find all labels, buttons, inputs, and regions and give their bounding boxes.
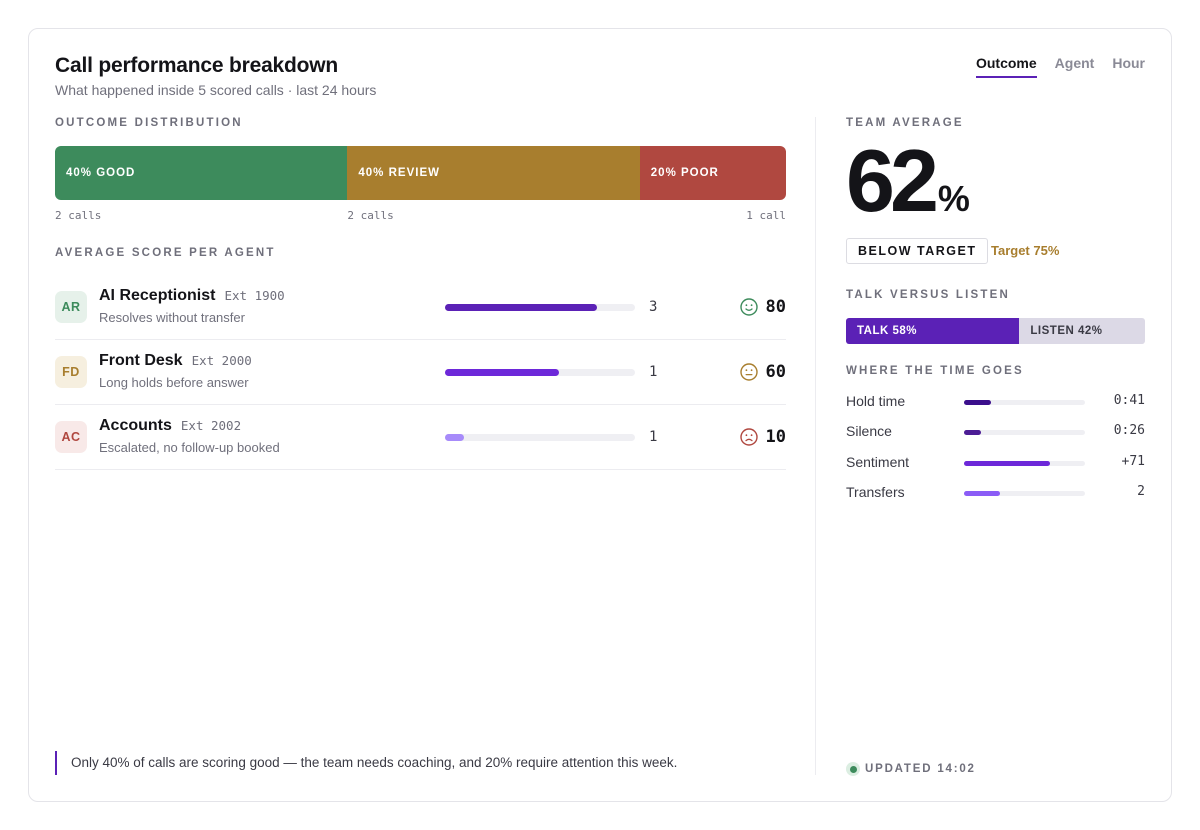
page-subtitle: What happened inside 5 scored calls · la… bbox=[55, 82, 377, 98]
outcome-distribution-bar: 40% GOOD 40% REVIEW 20% POOR bbox=[55, 146, 786, 200]
agent-score: 10 bbox=[765, 427, 786, 447]
agent-row[interactable]: AC Accounts Ext 2002 Escalated, no follow… bbox=[55, 405, 786, 470]
time-row: Sentiment +71 bbox=[846, 454, 1145, 474]
right-panel: TEAM AVERAGE 62% BELOW TARGET Target 75%… bbox=[846, 117, 1146, 500]
time-row-label: Transfers bbox=[846, 484, 905, 500]
neutral-face-icon bbox=[740, 363, 758, 381]
view-tabs: Outcome Agent Hour bbox=[975, 55, 1145, 78]
agent-description: Escalated, no follow-up booked bbox=[99, 440, 280, 455]
score-bar bbox=[445, 369, 635, 376]
time-bar bbox=[964, 430, 1085, 435]
agent-ext: Ext 2000 bbox=[191, 353, 252, 368]
sad-face-icon bbox=[740, 428, 758, 446]
time-row-value: 0:41 bbox=[1113, 393, 1145, 408]
outcome-distribution-label: OUTCOME DISTRIBUTION bbox=[55, 117, 243, 129]
status-dot-icon bbox=[846, 762, 860, 776]
time-row: Transfers 2 bbox=[846, 484, 1145, 504]
score-bar bbox=[445, 304, 635, 311]
agent-score-label: AVERAGE SCORE PER AGENT bbox=[55, 247, 276, 259]
time-breakdown-label: WHERE THE TIME GOES bbox=[846, 365, 1024, 377]
updated-status: UPDATED 14:02 bbox=[846, 762, 976, 776]
count-review: 2 calls bbox=[347, 209, 394, 222]
happy-face-icon bbox=[740, 298, 758, 316]
left-panel: OUTCOME DISTRIBUTION 40% GOOD 40% REVIEW… bbox=[55, 117, 786, 470]
agent-name-text: AI Receptionist bbox=[99, 287, 216, 304]
avatar: FD bbox=[55, 356, 87, 388]
time-bar bbox=[964, 461, 1085, 466]
time-row-value: 2 bbox=[1137, 484, 1145, 499]
page-title: Call performance breakdown bbox=[55, 54, 339, 77]
agent-row[interactable]: AR AI Receptionist Ext 1900 Resolves with… bbox=[55, 275, 786, 340]
status-badge: BELOW TARGET bbox=[846, 238, 989, 264]
time-bar-fill bbox=[964, 400, 991, 405]
team-average-label: TEAM AVERAGE bbox=[846, 117, 964, 129]
time-bar-fill bbox=[964, 430, 981, 435]
outcome-counts: 2 calls 2 calls 1 call bbox=[55, 209, 786, 223]
call-count: 3 bbox=[649, 299, 658, 315]
time-bar bbox=[964, 491, 1085, 496]
agent-name: AI Receptionist Ext 1900 bbox=[99, 287, 285, 305]
time-row-label: Hold time bbox=[846, 393, 906, 409]
avatar: AC bbox=[55, 421, 87, 453]
agent-score: 60 bbox=[765, 362, 786, 382]
agent-name: Front Desk Ext 2000 bbox=[99, 352, 252, 370]
time-row-label: Sentiment bbox=[846, 454, 910, 470]
team-average-unit: % bbox=[937, 178, 970, 219]
score-bar-fill bbox=[445, 304, 597, 311]
segment-review: 40% REVIEW bbox=[347, 146, 640, 200]
agent-ext: Ext 1900 bbox=[224, 288, 285, 303]
time-bar-fill bbox=[964, 491, 1001, 496]
agent-description: Long holds before answer bbox=[99, 375, 249, 390]
call-count: 1 bbox=[649, 429, 658, 445]
time-row: Hold time 0:41 bbox=[846, 393, 1145, 413]
agent-name-text: Accounts bbox=[99, 417, 172, 434]
time-bar-fill bbox=[964, 461, 1050, 466]
time-row-label: Silence bbox=[846, 423, 892, 439]
agent-description: Resolves without transfer bbox=[99, 310, 245, 325]
performance-card: Call performance breakdown What happened… bbox=[28, 28, 1172, 802]
time-row-value: 0:26 bbox=[1113, 423, 1145, 438]
tab-hour[interactable]: Hour bbox=[1112, 55, 1145, 71]
avatar: AR bbox=[55, 291, 87, 323]
talk-listen-bar: TALK 58% LISTEN 42% bbox=[846, 318, 1145, 344]
tab-outcome[interactable]: Outcome bbox=[975, 55, 1037, 78]
column-divider bbox=[815, 117, 816, 775]
agent-name: Accounts Ext 2002 bbox=[99, 417, 241, 435]
talk-segment: TALK 58% bbox=[846, 318, 1020, 344]
score-bar bbox=[445, 434, 635, 441]
team-average-value: 62% bbox=[846, 137, 970, 225]
listen-segment: LISTEN 42% bbox=[1019, 318, 1145, 344]
count-good: 2 calls bbox=[55, 209, 102, 222]
agent-name-text: Front Desk bbox=[99, 352, 183, 369]
team-average-number: 62 bbox=[846, 131, 939, 230]
time-row-value: +71 bbox=[1121, 454, 1145, 469]
segment-poor: 20% POOR bbox=[639, 146, 786, 200]
tab-agent[interactable]: Agent bbox=[1054, 55, 1095, 71]
agent-row[interactable]: FD Front Desk Ext 2000 Long holds before … bbox=[55, 340, 786, 405]
score-bar-fill bbox=[445, 369, 559, 376]
talk-listen-label: TALK VERSUS LISTEN bbox=[846, 289, 1010, 301]
time-bar bbox=[964, 400, 1085, 405]
target-label: Target 75% bbox=[991, 243, 1060, 258]
call-count: 1 bbox=[649, 364, 658, 380]
score-bar-fill bbox=[445, 434, 464, 441]
updated-label: UPDATED 14:02 bbox=[865, 763, 976, 775]
agent-ext: Ext 2002 bbox=[180, 418, 242, 433]
time-row: Silence 0:26 bbox=[846, 423, 1145, 443]
agent-score: 80 bbox=[765, 297, 786, 317]
segment-good: 40% GOOD bbox=[55, 146, 348, 200]
insight-note: Only 40% of calls are scoring good — the… bbox=[55, 751, 677, 775]
count-poor: 1 call bbox=[746, 209, 786, 222]
